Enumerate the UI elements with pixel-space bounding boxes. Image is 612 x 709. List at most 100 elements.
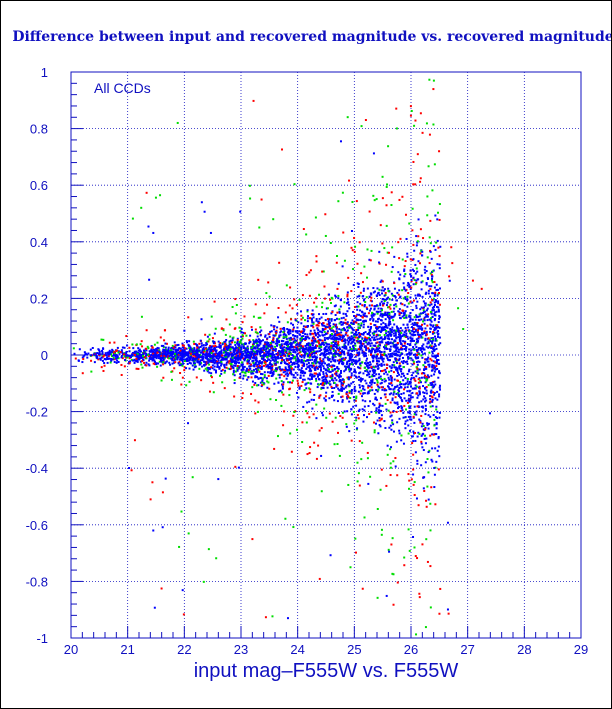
data-point	[312, 316, 315, 319]
data-point	[212, 391, 215, 394]
data-point	[280, 373, 283, 376]
data-point	[378, 411, 381, 414]
data-point	[244, 371, 247, 374]
data-point	[371, 389, 374, 392]
data-point	[276, 326, 279, 329]
data-point	[148, 355, 151, 358]
data-point	[429, 319, 432, 322]
data-point	[384, 291, 387, 294]
data-point	[324, 380, 327, 383]
data-point	[369, 370, 372, 373]
data-point	[354, 371, 357, 374]
data-point	[410, 333, 413, 336]
data-point	[414, 451, 417, 454]
data-point	[426, 277, 429, 280]
data-point	[183, 360, 186, 363]
data-point	[368, 328, 371, 331]
data-point	[274, 362, 277, 365]
data-point	[160, 379, 163, 382]
data-point	[293, 346, 296, 349]
data-point	[263, 346, 266, 349]
data-point	[424, 434, 427, 437]
data-point	[362, 387, 365, 390]
data-point	[369, 381, 372, 384]
data-point	[407, 337, 410, 340]
data-point	[226, 356, 229, 359]
data-point	[171, 362, 174, 365]
data-point	[415, 410, 418, 413]
data-point	[398, 351, 401, 354]
data-point	[339, 305, 342, 308]
data-point	[274, 334, 277, 337]
data-point	[381, 292, 384, 295]
data-point	[352, 336, 355, 339]
data-point	[372, 334, 375, 337]
data-point	[384, 293, 387, 296]
data-point	[414, 330, 417, 333]
data-point	[361, 441, 364, 444]
data-point	[292, 374, 295, 377]
data-point	[387, 287, 390, 290]
data-point	[189, 353, 192, 356]
data-point	[150, 350, 153, 353]
data-point	[150, 357, 153, 360]
data-point	[395, 352, 398, 355]
data-point	[294, 355, 297, 358]
data-point	[425, 379, 428, 382]
data-point	[407, 302, 410, 305]
data-point	[309, 329, 312, 332]
data-point	[296, 366, 299, 369]
data-point	[379, 224, 382, 227]
data-point	[191, 347, 194, 350]
data-point	[317, 324, 320, 327]
data-point	[395, 368, 398, 371]
data-point	[381, 358, 384, 361]
data-point	[346, 310, 349, 313]
data-point	[257, 377, 260, 380]
data-point	[394, 465, 397, 468]
data-point	[120, 349, 123, 352]
data-point	[206, 355, 209, 358]
data-point	[412, 440, 415, 443]
data-point	[398, 365, 401, 368]
data-point	[230, 358, 233, 361]
data-point	[405, 336, 408, 339]
data-point	[405, 299, 408, 302]
data-point	[321, 383, 324, 386]
data-point	[347, 303, 350, 306]
data-point	[364, 119, 367, 122]
data-point	[368, 412, 371, 415]
data-point	[414, 183, 417, 186]
data-point	[333, 319, 336, 322]
data-point	[269, 353, 272, 356]
data-point	[174, 348, 177, 351]
data-point	[144, 352, 147, 355]
data-point	[268, 343, 271, 346]
data-point	[277, 357, 280, 360]
data-point	[362, 323, 365, 326]
data-point	[435, 325, 438, 328]
data-point	[388, 338, 391, 341]
data-point	[366, 364, 369, 367]
data-point	[399, 396, 402, 399]
data-point	[309, 347, 312, 350]
data-point	[259, 361, 262, 364]
data-point	[417, 327, 420, 330]
data-point	[434, 293, 437, 296]
data-point	[362, 372, 365, 375]
data-point	[418, 392, 421, 395]
data-point	[284, 334, 287, 337]
data-point	[269, 345, 272, 348]
data-point	[378, 347, 381, 350]
data-point	[309, 391, 312, 394]
data-point	[180, 383, 183, 386]
data-point	[412, 283, 415, 286]
data-point	[335, 347, 338, 350]
data-point	[352, 268, 355, 271]
data-point	[262, 357, 265, 360]
data-point	[321, 270, 324, 273]
data-point	[302, 371, 305, 374]
data-point	[281, 357, 284, 360]
data-point	[429, 323, 432, 326]
data-point	[368, 342, 371, 345]
